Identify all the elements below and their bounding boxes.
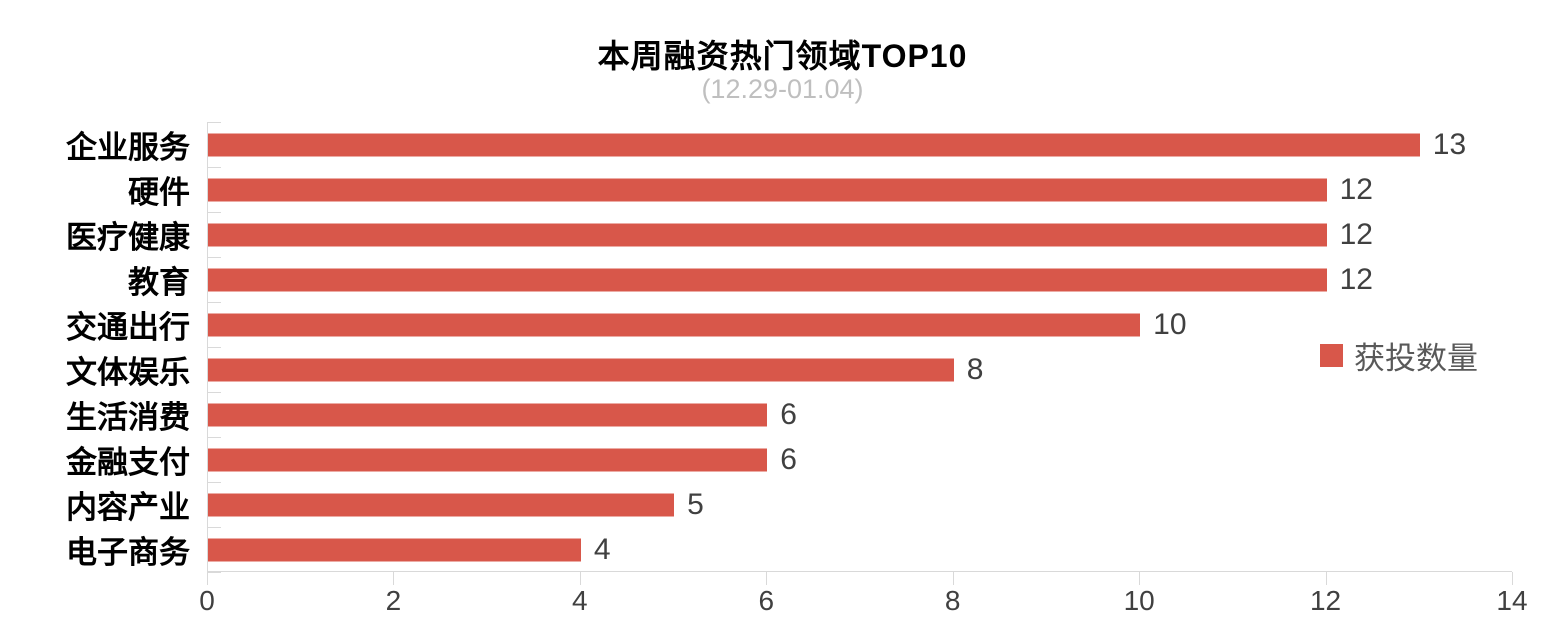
x-axis-tick	[766, 572, 768, 585]
y-axis-line	[207, 122, 208, 572]
chart-subtitle: (12.29-01.04)	[701, 74, 864, 104]
bar	[208, 178, 1327, 201]
value-label: 12	[1339, 217, 1373, 251]
value-label: 5	[687, 487, 704, 521]
bar	[208, 358, 954, 381]
bar	[208, 268, 1327, 291]
category-label: 硬件	[128, 175, 190, 210]
bar	[208, 223, 1327, 246]
category-label: 电子商务	[66, 535, 190, 570]
category-label: 医疗健康	[66, 220, 190, 255]
y-axis-tick	[208, 347, 221, 348]
y-axis-tick	[208, 482, 221, 483]
x-tick-label: 10	[1123, 585, 1155, 616]
category-label: 交通出行	[66, 310, 190, 345]
x-tick-label: 2	[385, 585, 402, 616]
legend-color-swatch	[1320, 344, 1343, 367]
value-label: 6	[780, 442, 797, 476]
x-axis-tick	[1139, 572, 1141, 585]
bar-row: 内容产业 5	[66, 482, 1512, 527]
y-axis-tick	[208, 122, 221, 123]
bar	[208, 448, 768, 471]
x-tick-label: 6	[758, 585, 775, 616]
bar-row: 硬件 12	[128, 167, 1512, 212]
category-label: 企业服务	[66, 130, 190, 165]
x-axis-labels: 0 2 4 6 8 10 12 14	[199, 585, 1527, 621]
bar	[208, 403, 768, 426]
x-tick-label: 0	[199, 585, 215, 616]
x-axis-line	[207, 571, 1512, 572]
value-label: 8	[966, 352, 984, 386]
y-axis-tick	[208, 392, 221, 393]
category-label: 教育	[128, 265, 190, 300]
chart-title: 本周融资热门领域TOP10	[597, 38, 968, 74]
category-label: 生活消费	[66, 400, 190, 435]
bar	[208, 493, 675, 516]
x-tick-label: 14	[1496, 585, 1528, 616]
category-label: 金融支付	[66, 445, 190, 480]
bar	[208, 313, 1141, 336]
y-axis-tick	[208, 572, 221, 573]
x-axis-tick	[393, 572, 395, 585]
bar-row: 生活消费 6	[66, 392, 1512, 437]
x-tick-label: 8	[944, 585, 961, 616]
x-axis-tick	[1512, 572, 1513, 585]
bar-row: 交通出行 10	[66, 302, 1512, 347]
x-tick-label: 4	[572, 585, 588, 616]
value-label: 12	[1339, 262, 1373, 296]
bar-row: 医疗健康 12	[66, 212, 1512, 257]
legend-label: 获投数量	[1354, 341, 1478, 376]
bar-row: 金融支付 6	[66, 437, 1512, 482]
y-axis-tick	[208, 212, 221, 213]
x-axis-tick	[952, 572, 954, 585]
value-label: 4	[593, 532, 611, 566]
bar-row: 文体娱乐 8	[66, 347, 1512, 392]
x-axis-tick	[579, 572, 581, 585]
bar-row: 教育 12	[128, 257, 1512, 302]
y-axis-tick	[208, 167, 221, 168]
value-label: 13	[1432, 127, 1467, 161]
bar	[208, 133, 1420, 156]
bar-row: 企业服务 13	[66, 122, 1512, 167]
y-axis-tick	[208, 302, 221, 303]
y-axis-tick	[208, 257, 221, 258]
value-label: 12	[1339, 172, 1373, 206]
value-label: 6	[780, 397, 797, 431]
legend: 获投数量	[1320, 333, 1478, 378]
value-label: 10	[1153, 307, 1187, 341]
x-axis-tick	[207, 572, 208, 585]
x-axis-tick	[1325, 572, 1327, 585]
x-tick-label: 12	[1309, 585, 1342, 616]
bar-row: 电子商务 4	[66, 527, 1512, 572]
bar	[208, 538, 581, 561]
y-axis-tick	[208, 437, 221, 438]
category-label: 文体娱乐	[66, 355, 190, 390]
category-label: 内容产业	[66, 490, 190, 525]
y-axis-tick	[208, 527, 221, 528]
plot-area: 企业服务 13 硬件 12 医疗健康 12 教育 12 交通出行 10 文体娱乐 8 生活消费 6 金融支付…	[66, 122, 1513, 585]
